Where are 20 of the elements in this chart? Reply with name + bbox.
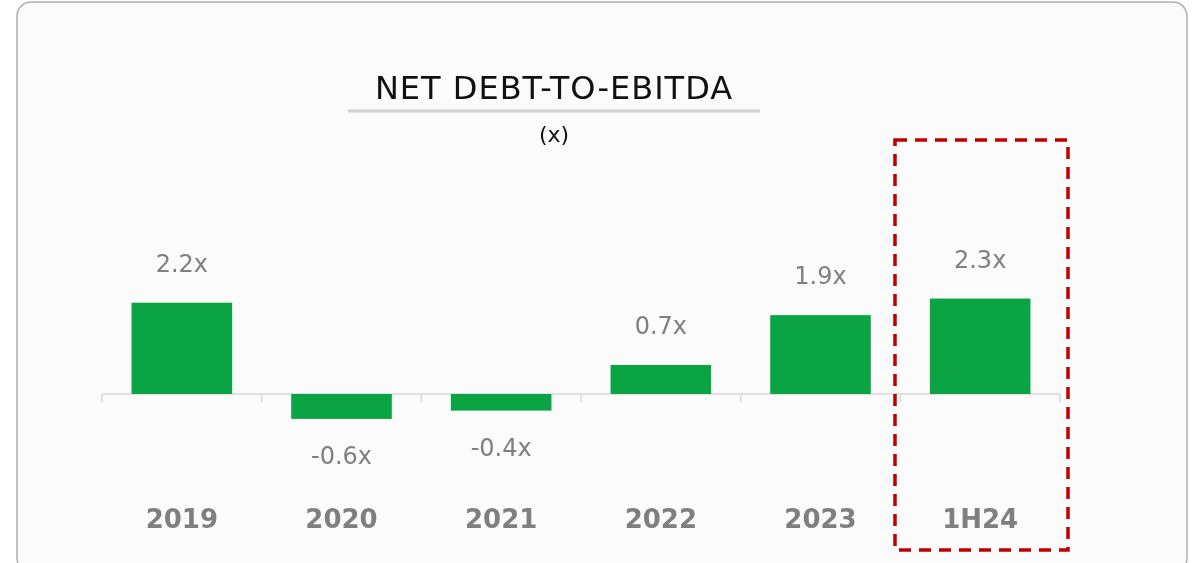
chart-subtitle: (x) [538, 122, 570, 147]
data-label: 2.3x [953, 245, 1007, 274]
data-label: 2.2x [155, 249, 209, 278]
data-label: 0.7x [634, 311, 688, 340]
data-label: 1.9x [794, 262, 847, 291]
bar [291, 394, 392, 419]
bar [450, 394, 552, 411]
data-label: -0.4x [470, 433, 532, 462]
x-tick-label: 2020 [305, 503, 378, 534]
bar [610, 364, 712, 394]
x-tick-label: 2021 [464, 503, 538, 534]
bar [131, 302, 233, 394]
bar [929, 298, 1031, 394]
x-tick-label: 2022 [624, 503, 698, 534]
x-tick-label: 2023 [784, 503, 857, 534]
x-tick-label: 1H24 [942, 503, 1019, 534]
x-tick-label: 2019 [145, 503, 219, 534]
data-label: -0.6x [310, 441, 373, 470]
chart-title: NET DEBT-TO-EBITDA [374, 69, 734, 107]
bar [770, 315, 871, 394]
